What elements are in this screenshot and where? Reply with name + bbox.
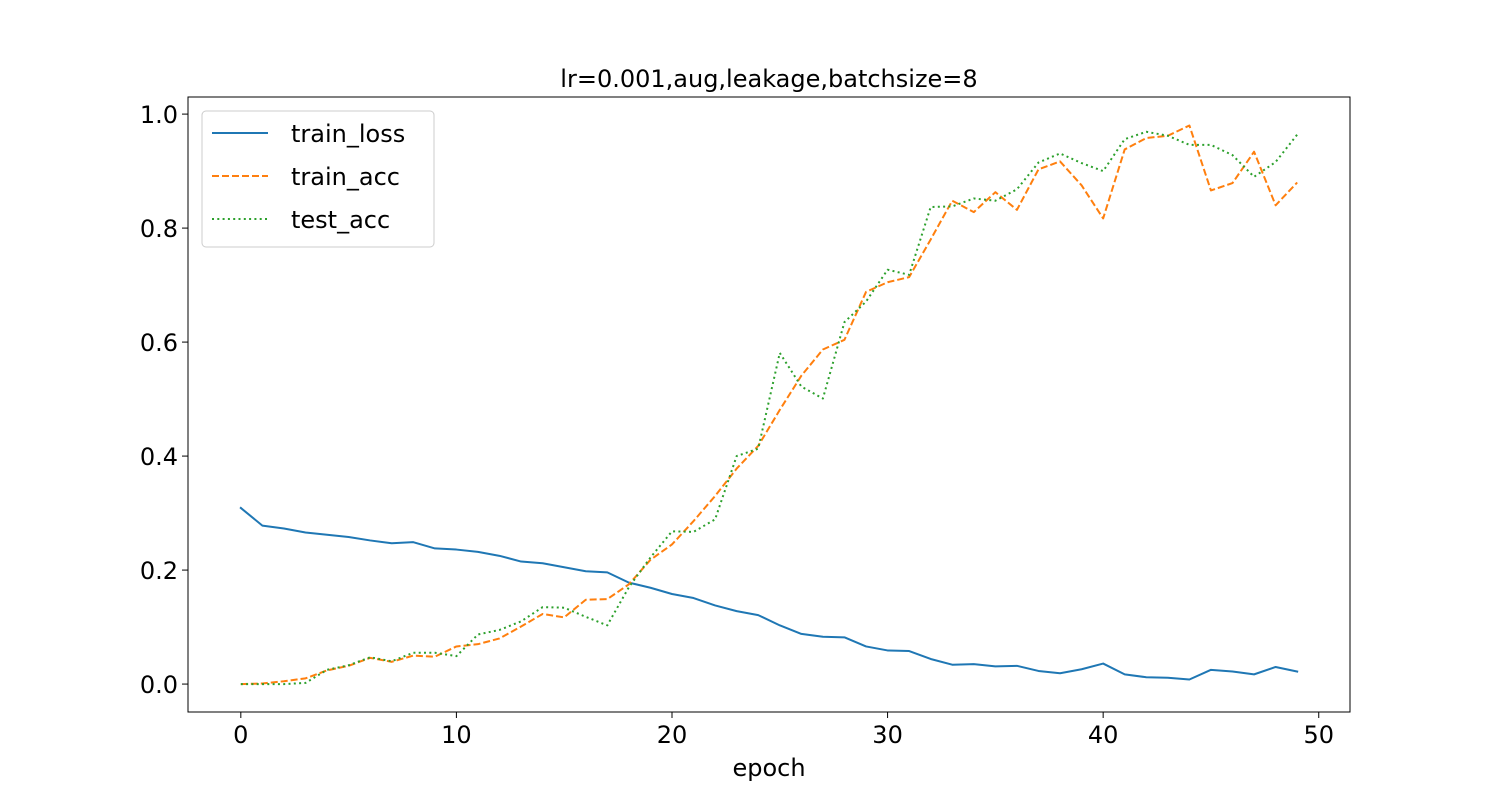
x-tick-label: 0 [233, 721, 248, 749]
y-tick-label: 0.0 [140, 671, 178, 699]
legend-label-train-acc: train_acc [291, 163, 400, 191]
chart-title: lr=0.001,aug,leakage,batchsize=8 [560, 65, 977, 93]
series-line-train-acc [240, 124, 1298, 686]
x-axis: 0 10 20 30 40 50 [233, 712, 1334, 749]
y-tick-label: 1.0 [140, 101, 178, 129]
legend: train_loss train_acc test_acc [201, 110, 435, 248]
x-tick-label: 30 [872, 721, 903, 749]
y-tick-label: 0.4 [140, 443, 178, 471]
y-axis: 0.0 0.2 0.4 0.6 0.8 1.0 [140, 101, 188, 699]
y-tick-label: 0.2 [140, 557, 178, 585]
y-tick-label: 0.6 [140, 329, 178, 357]
legend-label-test-acc: test_acc [291, 206, 390, 234]
series-line-train-loss [239, 506, 1299, 681]
plot-frame [187, 96, 1351, 713]
series-layer [239, 124, 1299, 686]
legend-label-train-loss: train_loss [291, 120, 405, 148]
y-tick-label: 0.8 [140, 215, 178, 243]
x-tick-label: 20 [657, 721, 688, 749]
x-tick-label: 50 [1303, 721, 1334, 749]
x-axis-label: epoch [732, 754, 805, 782]
x-tick-label: 10 [441, 721, 472, 749]
legend-entries: train_loss train_acc test_acc [212, 120, 405, 234]
x-tick-label: 40 [1088, 721, 1119, 749]
legend-frame [201, 110, 435, 248]
